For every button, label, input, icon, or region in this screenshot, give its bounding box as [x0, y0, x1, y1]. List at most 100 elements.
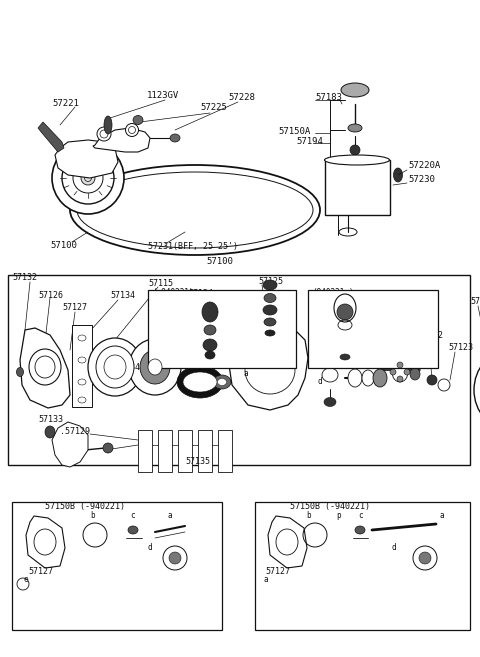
Bar	[138, 430, 152, 472]
Ellipse shape	[77, 172, 313, 248]
Bar	[198, 430, 212, 472]
Text: 57127: 57127	[62, 304, 87, 313]
Polygon shape	[55, 140, 118, 178]
Ellipse shape	[355, 526, 365, 534]
Ellipse shape	[263, 305, 277, 315]
Ellipse shape	[324, 397, 336, 407]
Ellipse shape	[341, 83, 369, 97]
Ellipse shape	[169, 552, 181, 564]
Polygon shape	[268, 516, 307, 568]
Polygon shape	[38, 122, 64, 152]
Text: p: p	[336, 512, 341, 520]
Text: 57133: 57133	[38, 415, 63, 424]
Text: 57150A: 57150A	[278, 127, 310, 137]
Ellipse shape	[348, 369, 362, 387]
Ellipse shape	[397, 376, 403, 382]
Bar	[325, 160, 390, 215]
Ellipse shape	[16, 367, 24, 376]
Ellipse shape	[427, 375, 437, 385]
Ellipse shape	[129, 339, 181, 395]
Bar	[72, 325, 92, 407]
Text: 57221: 57221	[52, 99, 79, 108]
Text: 57231(BFF, 25 25'): 57231(BFF, 25 25')	[148, 242, 238, 252]
Ellipse shape	[203, 339, 217, 351]
Text: d: d	[392, 543, 396, 553]
Ellipse shape	[81, 171, 95, 185]
Text: 57194: 57194	[296, 137, 323, 147]
Text: 57135: 57135	[185, 457, 210, 466]
Ellipse shape	[474, 350, 480, 430]
Ellipse shape	[204, 325, 216, 335]
Ellipse shape	[205, 351, 215, 359]
Bar	[255, 502, 470, 630]
Ellipse shape	[263, 280, 277, 290]
Text: 57127: 57127	[265, 568, 290, 576]
Text: 57100: 57100	[206, 258, 233, 267]
Ellipse shape	[213, 375, 231, 389]
Text: 57100: 57100	[50, 240, 77, 250]
Ellipse shape	[348, 124, 362, 132]
Text: a: a	[243, 369, 248, 378]
Ellipse shape	[45, 426, 55, 438]
Ellipse shape	[170, 134, 180, 142]
Ellipse shape	[373, 369, 387, 387]
Ellipse shape	[148, 359, 162, 375]
Text: 57 34: 57 34	[115, 363, 140, 373]
Polygon shape	[20, 328, 70, 408]
Bar	[308, 290, 438, 368]
Ellipse shape	[128, 526, 138, 534]
Ellipse shape	[390, 369, 396, 375]
Text: 57225: 57225	[200, 104, 227, 112]
Ellipse shape	[96, 346, 134, 388]
Ellipse shape	[264, 318, 276, 326]
Ellipse shape	[265, 330, 275, 336]
Ellipse shape	[217, 378, 227, 386]
Ellipse shape	[392, 362, 408, 382]
Text: b: b	[306, 512, 311, 520]
Text: 57138: 57138	[388, 315, 413, 325]
Ellipse shape	[324, 155, 389, 165]
Text: 57122: 57122	[418, 330, 443, 340]
Text: a: a	[287, 325, 292, 334]
Ellipse shape	[419, 552, 431, 564]
Ellipse shape	[202, 302, 218, 322]
Text: a: a	[440, 512, 444, 520]
Bar	[8, 275, 470, 465]
Text: 57123: 57123	[448, 344, 473, 353]
Ellipse shape	[350, 145, 360, 155]
Ellipse shape	[340, 354, 350, 360]
Polygon shape	[228, 326, 308, 410]
Ellipse shape	[337, 304, 353, 320]
Text: b: b	[243, 353, 248, 363]
Bar	[178, 430, 192, 472]
Ellipse shape	[88, 338, 142, 396]
Text: e: e	[23, 576, 28, 585]
Text: 57120: 57120	[350, 304, 375, 313]
Text: 57126: 57126	[38, 290, 63, 300]
Text: a: a	[167, 512, 172, 520]
Text: 57230: 57230	[408, 175, 435, 185]
Ellipse shape	[322, 368, 338, 382]
Text: 57127: 57127	[28, 568, 53, 576]
Text: d: d	[148, 543, 153, 553]
Text: a: a	[430, 353, 434, 361]
Text: 57130B: 57130B	[470, 298, 480, 307]
Polygon shape	[93, 128, 150, 152]
Text: .57129: .57129	[60, 428, 90, 436]
Ellipse shape	[362, 370, 374, 386]
Text: 57124: 57124	[188, 290, 213, 298]
Ellipse shape	[62, 152, 114, 204]
Ellipse shape	[183, 372, 217, 392]
Polygon shape	[52, 422, 88, 467]
Ellipse shape	[264, 294, 276, 302]
Ellipse shape	[104, 116, 112, 134]
Bar	[218, 430, 232, 472]
Bar	[12, 502, 222, 630]
Text: 57132: 57132	[12, 273, 37, 283]
Ellipse shape	[133, 116, 143, 124]
Text: 57228: 57228	[228, 93, 255, 101]
Text: d: d	[318, 378, 323, 386]
Ellipse shape	[394, 168, 403, 182]
Text: (940221-): (940221-)	[312, 288, 354, 298]
Text: c: c	[130, 512, 134, 520]
